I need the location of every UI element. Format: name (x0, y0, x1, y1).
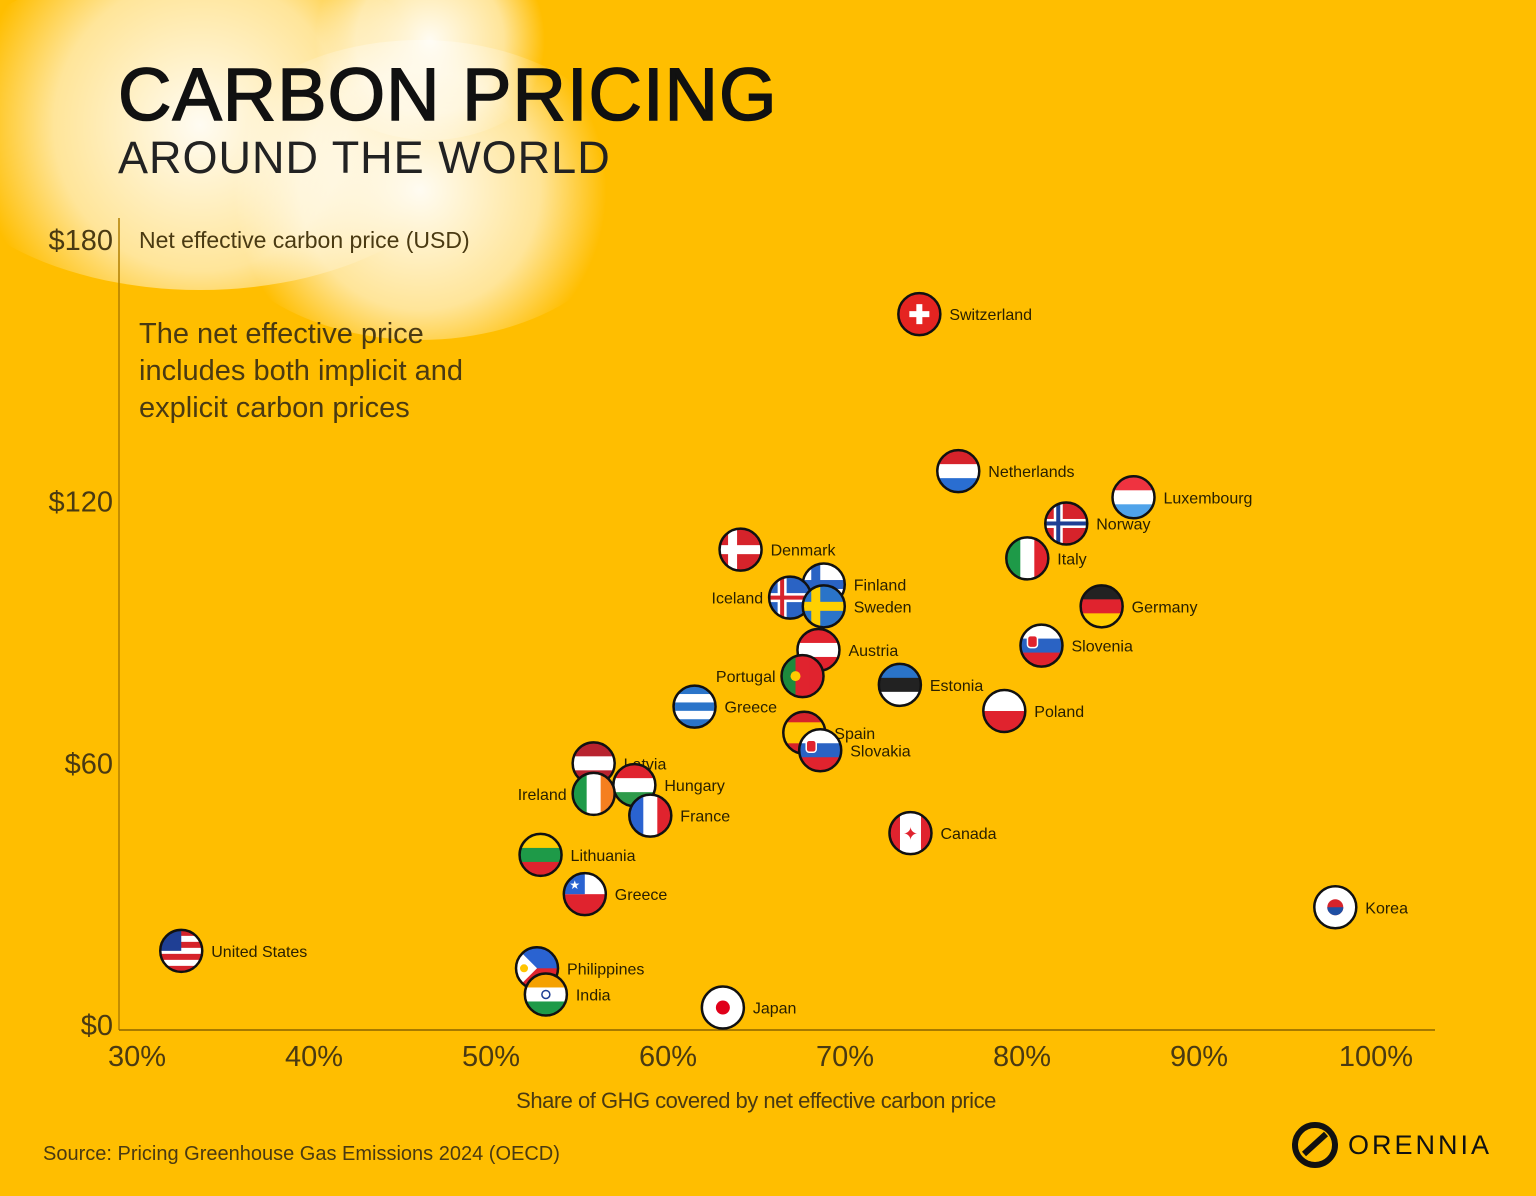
point-label: Slovenia (1071, 639, 1132, 656)
data-point-germany: Germany (1079, 584, 1198, 629)
point-label: Japan (753, 1001, 797, 1018)
y-tick-label: $120 (48, 487, 113, 519)
data-point-denmark: Denmark (718, 527, 837, 572)
x-axis-label: Share of GHG covered by net effective ca… (516, 1088, 996, 1113)
point-label: Hungary (664, 778, 724, 795)
data-point-portugal: Portugal (716, 653, 825, 699)
data-point-france: France (628, 793, 730, 838)
data-point-usa: United States (159, 928, 307, 974)
point-label: Greece (615, 887, 668, 904)
data-point-greece: Greece (672, 684, 778, 729)
data-point-korea: Korea (1313, 885, 1408, 930)
x-tick-label: 40% (285, 1041, 343, 1073)
point-label: Netherlands (988, 464, 1074, 481)
y-axis-label: Net effective carbon price (USD) (139, 227, 470, 253)
x-tick-label: 60% (639, 1041, 697, 1073)
point-label: Italy (1057, 551, 1086, 568)
point-label: Estonia (930, 678, 983, 695)
data-point-slovakia: Slovakia (797, 728, 911, 773)
brand-logo: ORENNIA (1290, 1120, 1492, 1170)
point-label: Korea (1365, 900, 1408, 917)
point-label: Sweden (854, 599, 912, 616)
point-label: Switzerland (949, 307, 1032, 324)
data-point-netherlands: Netherlands (936, 448, 1075, 494)
point-label: Germany (1132, 599, 1198, 616)
data-point-estonia: Estonia (877, 662, 983, 708)
x-tick-label: 80% (993, 1041, 1051, 1073)
source-text: Source: Pricing Greenhouse Gas Emissions… (43, 1143, 560, 1165)
data-point-ireland: Ireland (518, 771, 616, 817)
chart-note: The net effective price includes both im… (139, 318, 464, 424)
data-point-switzerland: Switzerland (897, 291, 1032, 337)
x-tick-label: 50% (462, 1041, 520, 1073)
page-title: CARBON PRICING (117, 52, 778, 137)
data-point-chile: ★ Greece (562, 871, 668, 917)
x-tick-label: 90% (1170, 1041, 1228, 1073)
point-label: Luxembourg (1164, 490, 1253, 507)
orennia-logo-icon (1292, 1122, 1338, 1168)
data-point-poland: Poland (982, 688, 1084, 734)
x-tick-label: 30% (108, 1041, 166, 1073)
data-point-norway: Norway (1044, 501, 1150, 546)
point-label: France (680, 809, 730, 826)
point-label: United States (211, 944, 307, 961)
y-tick-label: $180 (48, 225, 113, 257)
point-label: Canada (940, 826, 996, 843)
data-point-india: India (523, 972, 611, 1017)
point-label: Portugal (716, 669, 776, 686)
y-tick-label: $0 (81, 1010, 113, 1042)
point-label: Poland (1034, 704, 1084, 721)
point-label: Norway (1096, 516, 1150, 533)
point-label: Ireland (518, 787, 567, 804)
brand-name: ORENNIA (1348, 1129, 1493, 1160)
point-label: Philippines (567, 961, 644, 978)
y-tick-label: $60 (65, 748, 113, 780)
data-point-hungary: Hungary (612, 762, 725, 808)
point-label: Austria (848, 643, 898, 660)
point-label: Spain (834, 726, 875, 743)
point-label: Denmark (771, 543, 837, 560)
data-point-italy: Italy (1005, 536, 1087, 581)
point-label: Slovakia (850, 743, 911, 760)
point-label: India (576, 987, 611, 1004)
data-point-canada: ✦ Canada (888, 810, 997, 856)
point-label: Greece (725, 700, 778, 717)
svg-text:✦: ✦ (903, 824, 918, 844)
data-point-iceland: Iceland (712, 575, 813, 620)
page-subtitle: AROUND THE WORLD (118, 132, 611, 183)
data-point-slovenia: Slovenia (1019, 623, 1133, 668)
data-point-japan: Japan (700, 985, 797, 1030)
data-point-austria: Austria (796, 627, 898, 673)
svg-text:★: ★ (569, 878, 580, 892)
canada-flag-icon: ✦ (889, 812, 932, 855)
point-label: Iceland (712, 591, 764, 608)
poland-flag-icon (983, 690, 1026, 732)
point-label: Finland (854, 578, 906, 595)
greece-flag-icon (673, 685, 716, 728)
data-point-luxembourg: Luxembourg (1111, 475, 1253, 520)
x-tick-label: 70% (816, 1041, 874, 1073)
x-tick-label: 100% (1339, 1041, 1413, 1073)
point-label: Lithuania (571, 848, 636, 865)
data-point-lithuania: Lithuania (518, 832, 636, 878)
data-point-sweden: Sweden (801, 584, 912, 629)
